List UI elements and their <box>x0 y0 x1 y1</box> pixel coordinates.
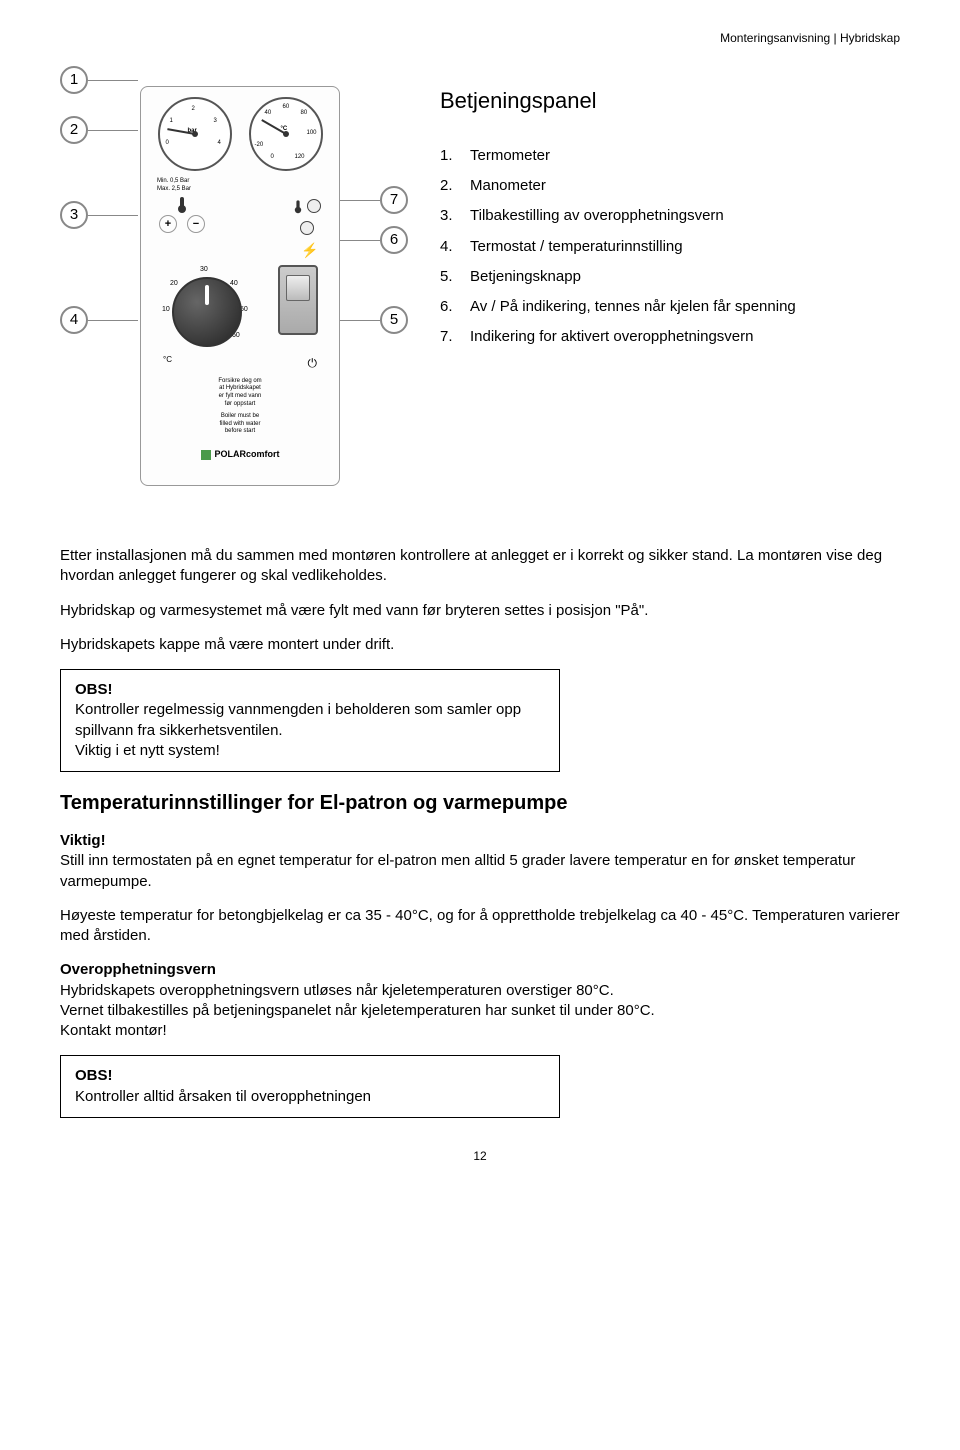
legend-item: 4.Termostat / temperaturinnstilling <box>440 237 900 257</box>
brand-text: POLARcomfort <box>215 449 280 459</box>
overheat-led <box>307 199 321 213</box>
callout-3: 3 <box>60 201 88 229</box>
callout-line <box>88 215 138 216</box>
page-number: 12 <box>60 1148 900 1164</box>
brand-logo: POLARcomfort <box>149 448 331 460</box>
callout-6: 6 <box>380 226 408 254</box>
viktig-heading: Viktig! <box>60 832 106 849</box>
obs-box-2: OBS! Kontroller alltid årsaken til overo… <box>60 1055 560 1118</box>
para-max-temp: Høyeste temperatur for betongbjelkelag e… <box>60 906 900 947</box>
legend-item: 2.Manometer <box>440 176 900 196</box>
gauge-tick: 3 <box>214 117 217 125</box>
section-heading-temperature: Temperaturinnstillinger for El-patron og… <box>60 790 900 817</box>
legend-num: 5. <box>440 267 470 287</box>
thermometer-gauge: -20 0 40 60 80 100 120 °C <box>249 97 323 171</box>
thermometer-icon <box>177 197 187 211</box>
temp-unit-label: °C <box>163 355 172 371</box>
dial-tick: 20 <box>170 279 178 288</box>
legend-num: 7. <box>440 327 470 347</box>
panel-and-legend: 1 2 3 4 7 6 5 0 1 2 3 4 bar <box>60 66 900 516</box>
instruction-en: Boiler must be filled with water before … <box>149 413 331 436</box>
callout-line <box>88 130 138 131</box>
gauge-tick: 100 <box>307 129 317 137</box>
manometer-gauge: 0 1 2 3 4 bar <box>158 97 232 171</box>
pressure-limits: Min. 0,5 Bar Max. 2,5 Bar <box>157 177 331 193</box>
callout-line <box>340 320 380 321</box>
para-installation: Etter installasjonen må du sammen med mo… <box>60 546 900 587</box>
gauge-tick: 0 <box>271 153 274 161</box>
legend-text: Manometer <box>470 176 546 196</box>
legend-num: 2. <box>440 176 470 196</box>
legend-text: Tilbakestilling av overopphetningsvern <box>470 206 724 226</box>
thermometer-icon <box>294 201 302 212</box>
legend-num: 4. <box>440 237 470 257</box>
legend-title: Betjeningspanel <box>440 86 900 116</box>
overheat-heading: Overopphetningsvern <box>60 961 216 978</box>
legend-section: Betjeningspanel 1.Termometer 2.Manometer… <box>440 66 900 516</box>
legend-num: 1. <box>440 146 470 166</box>
viktig-body: Still inn termostaten på en egnet temper… <box>60 852 855 889</box>
legend-num: 6. <box>440 297 470 317</box>
legend-item: 7.Indikering for aktivert overopphetning… <box>440 327 900 347</box>
callout-4: 4 <box>60 306 88 334</box>
gauge-tick: -20 <box>255 141 264 149</box>
dial-tick: 10 <box>162 305 170 314</box>
obs-heading: OBS! <box>75 680 545 700</box>
gauge-tick: 40 <box>265 109 272 117</box>
obs-body: Kontroller regelmessig vannmengden i beh… <box>75 700 545 761</box>
gauge-center <box>192 131 198 137</box>
legend-text: Termostat / temperaturinnstilling <box>470 237 683 257</box>
control-panel: 0 1 2 3 4 bar -20 0 40 60 80 100 120 <box>140 86 340 486</box>
temperature-dial[interactable] <box>172 277 242 347</box>
gauge-tick: 80 <box>301 109 308 117</box>
legend-text: Indikering for aktivert overopphetningsv… <box>470 327 754 347</box>
legend-item: 6.Av / På indikering, tennes når kjelen … <box>440 297 900 317</box>
legend-text: Betjeningsknapp <box>470 267 581 287</box>
callout-line <box>88 320 138 321</box>
gauge-center <box>283 131 289 137</box>
para-cover: Hybridskapets kappe må være montert unde… <box>60 635 900 655</box>
dial-tick: 30 <box>200 265 208 274</box>
control-panel-diagram: 1 2 3 4 7 6 5 0 1 2 3 4 bar <box>60 66 420 516</box>
obs-heading: OBS! <box>75 1066 545 1086</box>
power-led <box>300 221 314 235</box>
gauge-tick: 60 <box>283 103 290 111</box>
obs-body: Kontroller alltid årsaken til overopphet… <box>75 1087 545 1107</box>
legend-list: 1.Termometer 2.Manometer 3.Tilbakestilli… <box>440 146 900 348</box>
obs-box-1: OBS! Kontroller regelmessig vannmengden … <box>60 669 560 772</box>
gauge-tick: 120 <box>295 153 305 161</box>
legend-text: Termometer <box>470 146 550 166</box>
header-breadcrumb: Monteringsanvisning | Hybridskap <box>60 30 900 46</box>
para-overheat: Overopphetningsvern Hybridskapets overop… <box>60 960 900 1041</box>
callout-1: 1 <box>60 66 88 94</box>
legend-item: 5.Betjeningsknapp <box>440 267 900 287</box>
legend-item: 3.Tilbakestilling av overopphetningsvern <box>440 206 900 226</box>
para-fill-water: Hybridskap og varmesystemet må være fylt… <box>60 601 900 621</box>
overheat-body: Hybridskapets overopphetningsvern utløse… <box>60 982 655 1040</box>
instruction-no: Forsikre deg om at Hybridskapet er fylt … <box>149 378 331 409</box>
bolt-icon: ⚡ <box>301 243 313 259</box>
legend-text: Av / På indikering, tennes når kjelen få… <box>470 297 796 317</box>
minus-button[interactable]: − <box>187 215 205 233</box>
para-viktig: Viktig! Still inn termostaten på en egne… <box>60 831 900 892</box>
callout-line <box>88 80 138 81</box>
callout-7: 7 <box>380 186 408 214</box>
legend-num: 3. <box>440 206 470 226</box>
callout-line <box>340 240 380 241</box>
gauge-tick: 2 <box>192 105 195 113</box>
power-switch[interactable] <box>278 265 318 335</box>
plus-button[interactable]: + <box>159 215 177 233</box>
legend-item: 1.Termometer <box>440 146 900 166</box>
brand-square-icon <box>201 450 211 460</box>
callout-2: 2 <box>60 116 88 144</box>
power-icon: ⏻ <box>308 355 318 371</box>
callout-line <box>340 200 380 201</box>
callout-5: 5 <box>380 306 408 334</box>
gauge-tick: 0 <box>166 139 169 147</box>
gauge-tick: 4 <box>218 139 221 147</box>
gauge-tick: 1 <box>170 117 173 125</box>
